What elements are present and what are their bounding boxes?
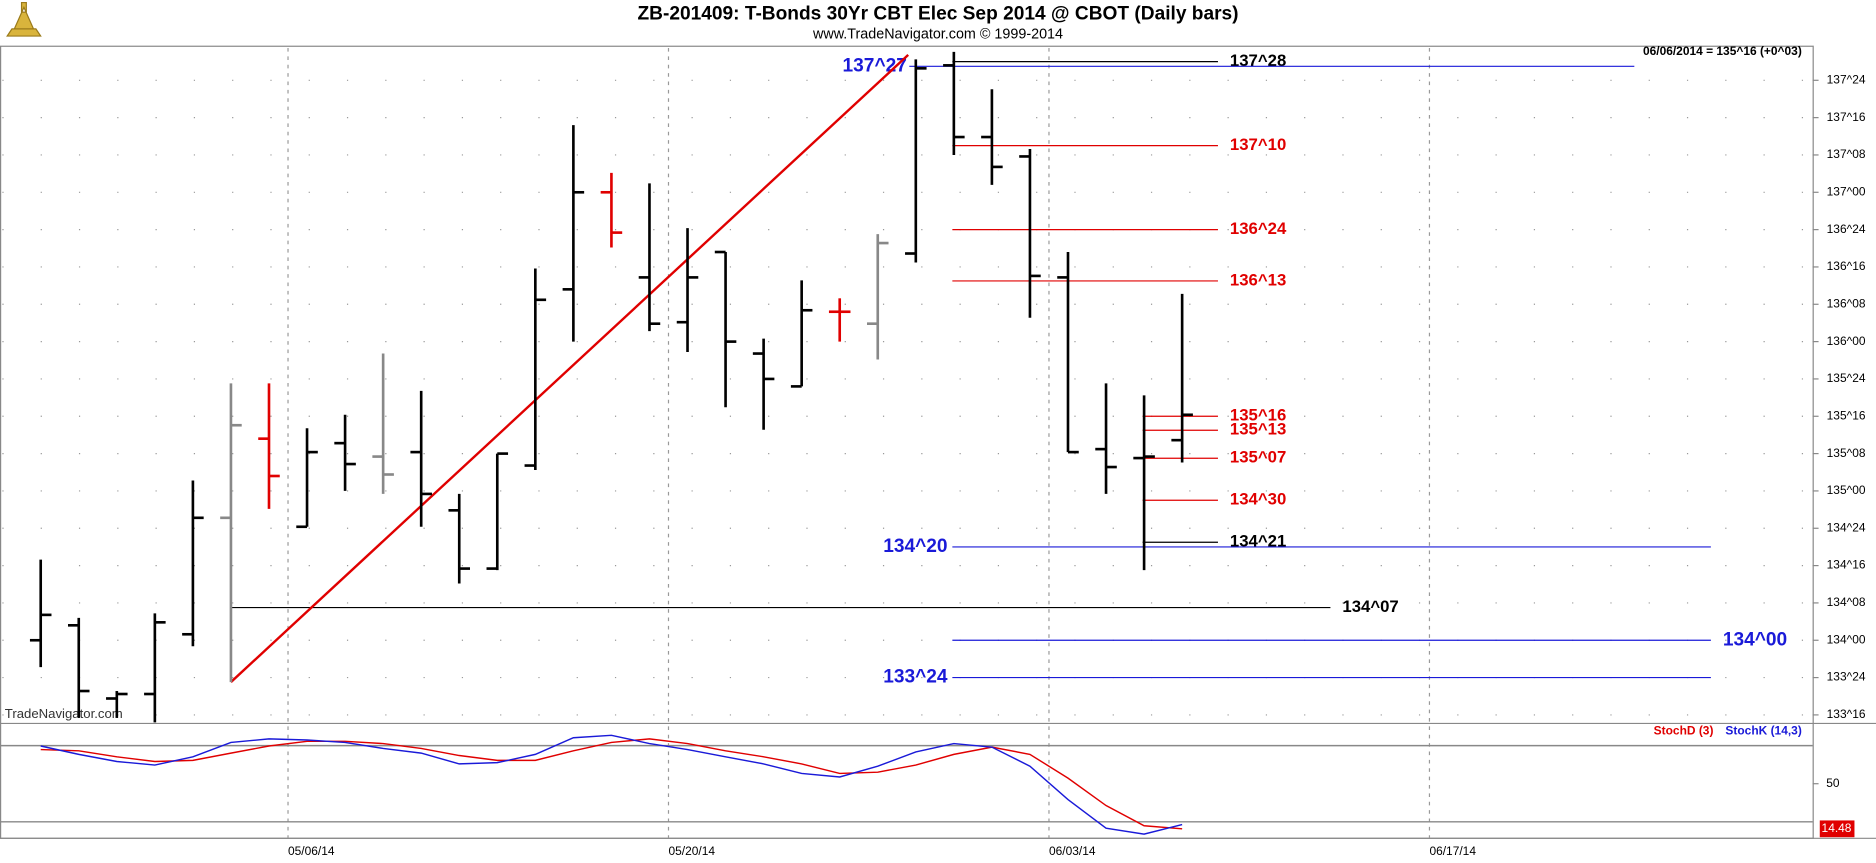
x-tick-label: 05/06/14 <box>288 844 335 858</box>
trendline <box>230 54 910 683</box>
y-tick-label: 135^00 <box>1827 483 1866 497</box>
level-label: 136^24 <box>1230 219 1287 238</box>
y-tick-label: 136^00 <box>1827 334 1866 348</box>
y-tick-label: 135^16 <box>1827 408 1866 422</box>
level-label: 135^16 <box>1230 406 1286 425</box>
value-label-box <box>1819 820 1855 838</box>
y-tick-label: 50 <box>1826 776 1840 790</box>
value-label: 14.48 <box>1822 821 1852 835</box>
y-tick-label: 135^08 <box>1827 446 1866 460</box>
chart-title: ZB-201409: T-Bonds 30Yr CBT Elec Sep 201… <box>637 4 1238 25</box>
x-tick-label: 06/03/14 <box>1049 844 1096 858</box>
legend-label: StochD (3) <box>1654 723 1714 737</box>
stoch-line <box>40 734 1183 835</box>
watermark: TradeNavigator.com <box>5 706 123 721</box>
x-tick-label: 05/20/14 <box>668 844 715 858</box>
y-tick-label: 137^00 <box>1827 184 1866 198</box>
level-label: 137^10 <box>1230 135 1286 154</box>
y-tick-label: 137^24 <box>1827 72 1866 86</box>
level-label: 134^07 <box>1342 597 1398 616</box>
chart-subtitle: www.TradeNavigator.com © 1999-2014 <box>812 27 1063 43</box>
y-tick-label: 134^24 <box>1827 520 1866 534</box>
y-tick-label: 135^24 <box>1827 371 1866 385</box>
y-tick-label: 137^08 <box>1827 147 1866 161</box>
y-tick-label: 136^16 <box>1827 259 1866 273</box>
level-label: 135^07 <box>1230 448 1286 467</box>
level-label: 133^24 <box>883 667 948 688</box>
x-tick-label: 06/17/14 <box>1429 844 1476 858</box>
y-tick-label: 134^16 <box>1827 558 1866 572</box>
legend-label: StochK (14,3) <box>1725 723 1801 737</box>
level-label: 137^28 <box>1230 51 1286 70</box>
y-tick-label: 136^24 <box>1827 222 1866 236</box>
y-tick-label: 136^08 <box>1827 296 1866 310</box>
y-tick-label: 134^08 <box>1827 595 1866 609</box>
level-label: 134^21 <box>1230 532 1286 551</box>
level-label: 134^20 <box>883 536 947 557</box>
y-tick-label: 133^24 <box>1827 670 1866 684</box>
level-label: 134^30 <box>1230 490 1286 509</box>
level-label: 134^00 <box>1723 629 1787 650</box>
y-tick-label: 133^16 <box>1827 707 1866 721</box>
y-tick-label: 137^16 <box>1827 110 1866 124</box>
y-tick-label: 134^00 <box>1827 632 1866 646</box>
annotation: 06/06/2014 = 135^16 (+0^03) <box>1643 44 1802 58</box>
level-label: 135^13 <box>1230 420 1286 439</box>
level-label: 136^13 <box>1230 270 1286 289</box>
logo <box>6 1 42 37</box>
